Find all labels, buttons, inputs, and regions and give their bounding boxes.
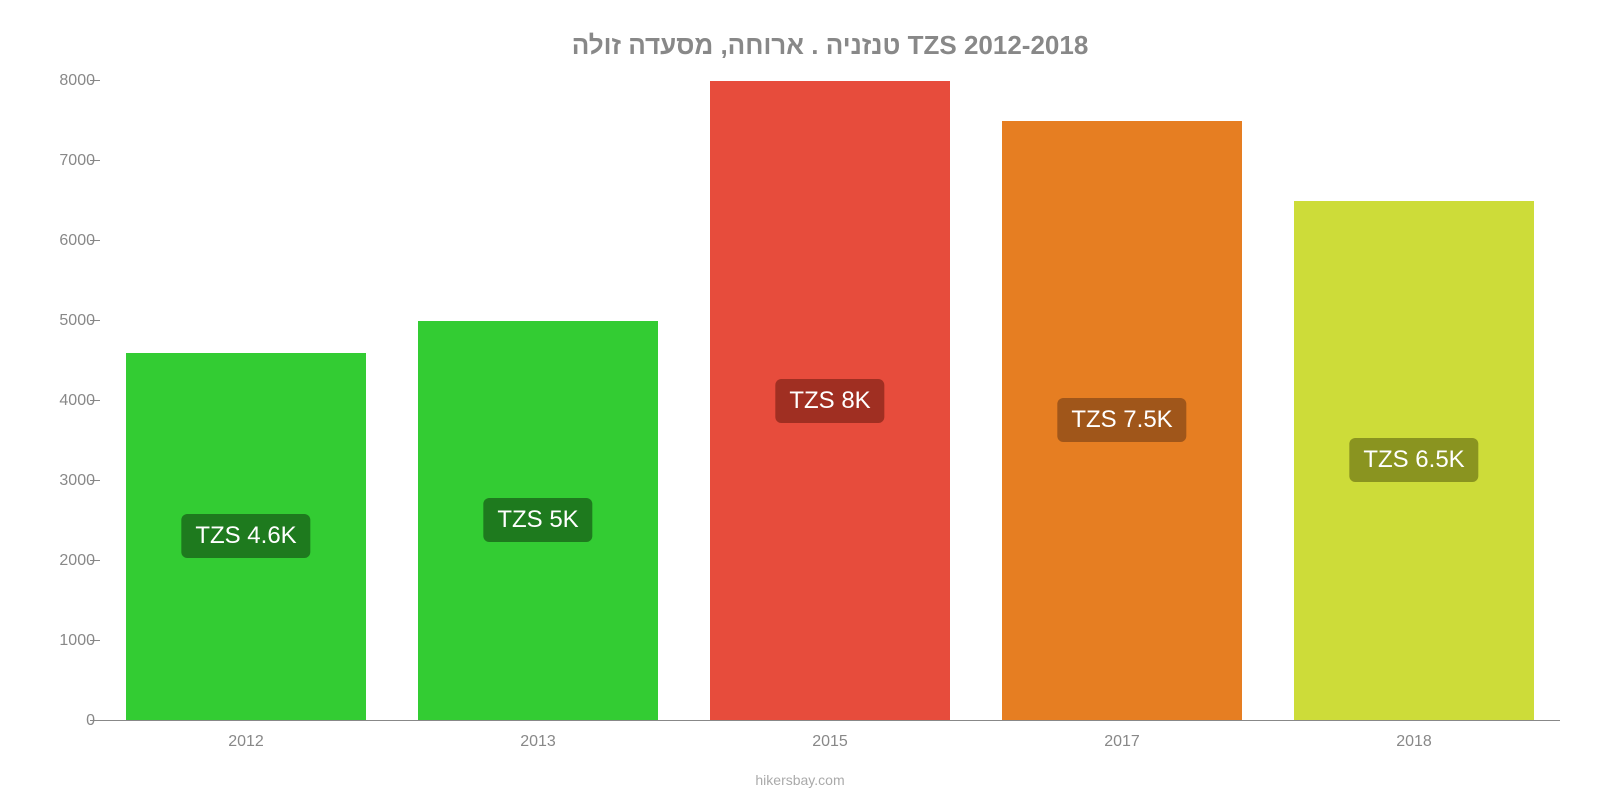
bar-value-label: TZS 6.5K [1349, 438, 1478, 482]
source-label: hikersbay.com [0, 772, 1600, 788]
y-tick-label: 3000 [40, 472, 95, 490]
y-tick-label: 1000 [40, 632, 95, 650]
bar: TZS 6.5K [1294, 201, 1533, 720]
x-tick-label: 2012 [100, 733, 392, 751]
y-axis: 010002000300040005000600070008000 [40, 81, 95, 721]
y-tick-label: 0 [40, 712, 95, 730]
bar-value-label: TZS 4.6K [181, 514, 310, 558]
x-axis-labels: 20122013201520172018 [100, 733, 1560, 751]
x-tick-label: 2018 [1268, 733, 1560, 751]
y-tick-label: 4000 [40, 392, 95, 410]
bar-value-label: TZS 7.5K [1057, 398, 1186, 442]
bars-region: TZS 4.6K TZS 5K TZS 8K TZS 7.5K TZS 6.5K [100, 81, 1560, 721]
bar-slot: TZS 6.5K [1268, 81, 1560, 720]
y-tick-label: 8000 [40, 72, 95, 90]
bar-slot: TZS 8K [684, 81, 976, 720]
bar-value-label: TZS 5K [483, 498, 592, 542]
bar-slot: TZS 7.5K [976, 81, 1268, 720]
x-tick-label: 2017 [976, 733, 1268, 751]
bar: TZS 4.6K [126, 353, 365, 720]
plot-area: 010002000300040005000600070008000 TZS 4.… [100, 81, 1560, 721]
y-tick-label: 5000 [40, 312, 95, 330]
x-tick-label: 2015 [684, 733, 976, 751]
y-tick-label: 7000 [40, 152, 95, 170]
bar: TZS 5K [418, 321, 657, 720]
x-tick-label: 2013 [392, 733, 684, 751]
bar: TZS 8K [710, 81, 949, 720]
bar-slot: TZS 5K [392, 81, 684, 720]
chart-container: טנזניה . ארוחה, מסעדה זולה TZS 2012-2018… [0, 0, 1600, 800]
bar-value-label: TZS 8K [775, 379, 884, 423]
chart-title: טנזניה . ארוחה, מסעדה זולה TZS 2012-2018 [100, 20, 1560, 81]
y-tick-label: 2000 [40, 552, 95, 570]
y-tick-label: 6000 [40, 232, 95, 250]
bar: TZS 7.5K [1002, 121, 1241, 720]
bar-slot: TZS 4.6K [100, 81, 392, 720]
